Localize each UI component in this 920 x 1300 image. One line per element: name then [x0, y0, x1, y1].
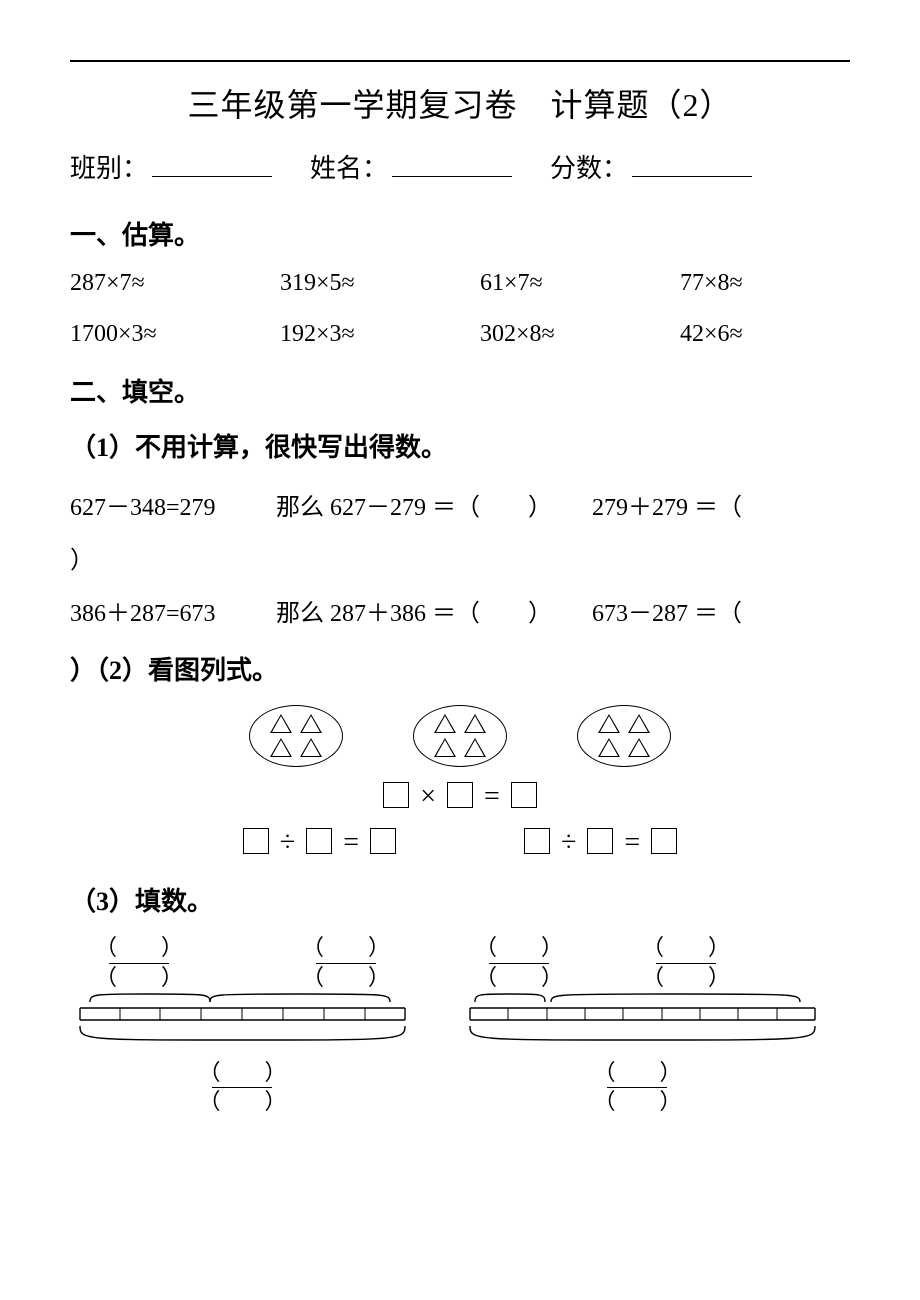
quick-line-2: 386＋287=673 那么 287＋386 ＝（ ） 673－287 ＝（	[70, 588, 850, 641]
fraction-blank[interactable]: （ ）（ ）	[302, 936, 390, 989]
triangle-icon	[466, 740, 484, 756]
fraction-blank[interactable]: （ ）（ ）	[475, 936, 563, 989]
triangle-icon	[436, 716, 454, 732]
fraction-blank[interactable]: （ ）（ ）	[198, 1061, 286, 1114]
mult-equation: × =	[70, 781, 850, 813]
section-2-head: 二、填空。	[70, 372, 850, 409]
quick-2a: 386＋287=673	[70, 588, 270, 641]
quick-2c: 673－287 ＝（	[592, 601, 742, 627]
fraction-diagram-right: （ ）（ ） （ ）（ ） （ ）（ ）	[465, 936, 810, 1114]
answer-box[interactable]	[511, 782, 537, 808]
quick-line-1: 627－348=279 那么 627－279 ＝（ ） 279＋279 ＝（	[70, 482, 850, 535]
div-eq-1: ÷ =	[239, 827, 400, 859]
fraction-blank[interactable]: （ ）（ ）	[95, 936, 183, 989]
worksheet-title: 三年级第一学期复习卷 计算题（2）	[70, 80, 850, 126]
triangle-icon	[302, 740, 320, 756]
answer-box[interactable]	[447, 782, 473, 808]
fractions-area: （ ）（ ） （ ）（ ） （ ）（ ）	[70, 936, 850, 1114]
answer-box[interactable]	[587, 828, 613, 854]
div-sign: ÷	[561, 827, 576, 858]
oval-group	[413, 705, 507, 767]
eq-sign: =	[343, 827, 359, 858]
triangle-icon	[466, 716, 484, 732]
fraction-blank[interactable]: （ ）（ ）	[642, 936, 730, 989]
triangle-icon	[630, 716, 648, 732]
triangle-icon	[600, 740, 618, 756]
oval-group	[577, 705, 671, 767]
sub-2-head: ）（2）看图列式。	[70, 650, 850, 687]
student-fields: 班别： 姓名： 分数：	[70, 148, 850, 185]
answer-box[interactable]	[243, 828, 269, 854]
triangle-icon	[272, 716, 290, 732]
oval-group	[249, 705, 343, 767]
answer-box[interactable]	[524, 828, 550, 854]
sub-3-head: （3）填数。	[70, 881, 850, 918]
quick-1b: 那么 627－279 ＝（ ）	[276, 482, 586, 535]
sub-1-head: （1）不用计算，很快写出得数。	[70, 427, 850, 464]
mult-sign: ×	[420, 781, 436, 812]
div-sign: ÷	[280, 827, 295, 858]
fraction-blank[interactable]: （ ）（ ）	[593, 1061, 681, 1114]
est-cell: 1700×3≈	[70, 321, 280, 348]
bracket-diagram-icon	[465, 990, 820, 1050]
est-cell: 192×3≈	[280, 321, 480, 348]
quick-1c: 279＋279 ＝（	[592, 495, 742, 521]
answer-box[interactable]	[370, 828, 396, 854]
est-cell: 319×5≈	[280, 270, 480, 297]
triangle-icon	[436, 740, 454, 756]
div-equations: ÷ = ÷ =	[70, 827, 850, 859]
div-eq-2: ÷ =	[520, 827, 681, 859]
eq-sign: =	[484, 781, 500, 812]
triangle-icon	[600, 716, 618, 732]
triangle-icon	[272, 740, 290, 756]
name-blank[interactable]	[392, 151, 512, 177]
est-cell: 287×7≈	[70, 270, 280, 297]
class-label: 班别：	[70, 148, 148, 185]
estimate-row-2: 1700×3≈ 192×3≈ 302×8≈ 42×6≈	[70, 321, 850, 348]
ovals-row	[70, 705, 850, 767]
triangle-icon	[302, 716, 320, 732]
quick-2b: 那么 287＋386 ＝（ ）	[276, 588, 586, 641]
class-blank[interactable]	[152, 151, 272, 177]
name-label: 姓名：	[310, 148, 388, 185]
answer-box[interactable]	[306, 828, 332, 854]
answer-box[interactable]	[383, 782, 409, 808]
top-rule	[70, 60, 850, 62]
estimate-row-1: 287×7≈ 319×5≈ 61×7≈ 77×8≈	[70, 270, 850, 297]
answer-box[interactable]	[651, 828, 677, 854]
est-cell: 61×7≈	[480, 270, 680, 297]
est-cell: 302×8≈	[480, 321, 680, 348]
quick-line-1-wrap: ）	[70, 535, 850, 588]
section-1-head: 一、估算。	[70, 215, 850, 252]
score-blank[interactable]	[632, 151, 752, 177]
est-cell: 77×8≈	[680, 270, 840, 297]
triangle-icon	[630, 740, 648, 756]
bracket-diagram-icon	[70, 990, 415, 1050]
fraction-diagram-left: （ ）（ ） （ ）（ ） （ ）（ ）	[70, 936, 415, 1114]
quick-1a: 627－348=279	[70, 482, 270, 535]
est-cell: 42×6≈	[680, 321, 840, 348]
eq-sign: =	[624, 827, 640, 858]
score-label: 分数：	[550, 148, 628, 185]
